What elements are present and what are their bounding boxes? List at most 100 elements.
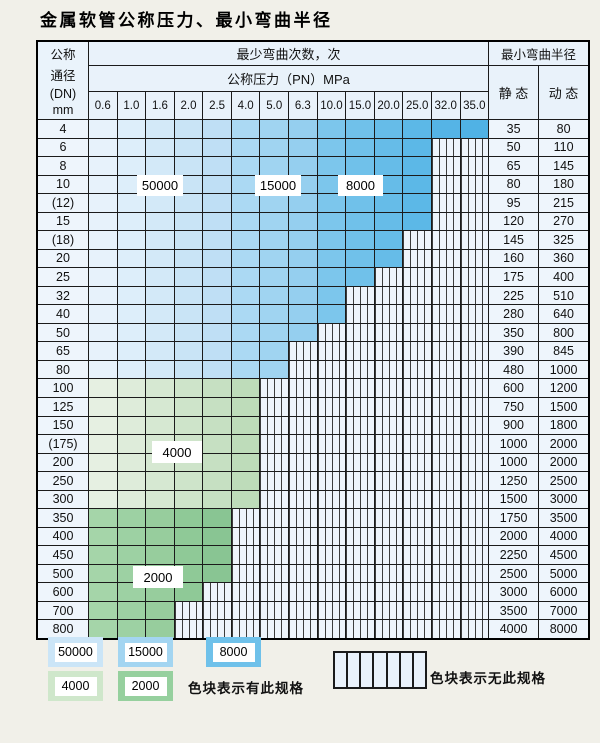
pressure-cell [174, 268, 204, 286]
pressure-cell [231, 342, 261, 360]
dn-cell: 40 [38, 305, 89, 323]
pressure-cell [117, 157, 147, 175]
pressure-cell [231, 509, 261, 527]
pressure-cell [89, 379, 118, 397]
pressure-cell [117, 120, 147, 138]
corner-line-1: 公称 [50, 48, 76, 63]
static-radius-value: 1500 [489, 490, 540, 509]
pressure-cell [89, 138, 118, 157]
pressure-cell [203, 453, 232, 472]
pressure-cell [289, 286, 318, 305]
table-row: (18) 145 325 [38, 231, 589, 250]
table-body: 4 35 80 6 50 110 8 65 145 10 80 180 (12) 95 215 15 120 27… [38, 120, 589, 638]
pressure-cell [289, 546, 318, 564]
dn-cell: 350 [38, 509, 89, 527]
pressure-cell [289, 509, 318, 527]
pressure-cell [260, 527, 290, 546]
pressure-cell [374, 157, 404, 175]
pressure-cell [174, 509, 204, 527]
pressure-cell [317, 564, 347, 583]
pressure-cell [146, 120, 175, 138]
table-row: 50 350 800 [38, 323, 589, 343]
pressure-cell [317, 397, 347, 416]
pressure-cell [117, 231, 147, 249]
pressure-cell [460, 546, 490, 564]
pressure-cell [203, 509, 232, 527]
pressure-cell [203, 194, 232, 212]
pressure-cell [260, 342, 290, 360]
pressure-cell [431, 138, 461, 157]
pressure-tick: 35.0 [463, 99, 486, 112]
pressure-tick: 25.0 [403, 92, 432, 119]
static-radius-value: 480 [489, 360, 540, 379]
pressure-cell [317, 453, 347, 472]
pressure-cell [346, 249, 375, 268]
cycle-label-4000: 4000 [152, 441, 202, 463]
pressure-cell [374, 360, 404, 379]
cycle-label-50000: 50000 [137, 175, 183, 196]
pressure-cell [317, 416, 347, 435]
pressure-cell [289, 472, 318, 490]
bend-section: 最少弯曲次数，次 公称压力（PN）MPa 0.6 1.0 1.6 2.0 2.5 4.0 5… [89, 42, 489, 119]
pressure-cell [374, 620, 404, 638]
pressure-cell [174, 120, 204, 138]
dynamic-radius-value: 360 [539, 249, 589, 268]
pressure-cell [346, 546, 375, 564]
pressure-cell [231, 231, 261, 249]
pressure-cell [431, 620, 461, 638]
pressure-cell [203, 305, 232, 323]
pressure-cell [117, 601, 147, 620]
pressure-cell [203, 472, 232, 490]
pressure-cell [460, 305, 490, 323]
pressure-cell [174, 305, 204, 323]
pressure-cell [403, 490, 432, 509]
dynamic-radius-value: 845 [539, 342, 589, 360]
dynamic-radius-value: 180 [539, 175, 589, 194]
pressure-cell [403, 546, 432, 564]
pressure-cell [460, 527, 490, 546]
pressure-cell [146, 323, 175, 342]
radius-header: 最小弯曲半径 [489, 42, 588, 66]
pressure-cell [117, 453, 147, 472]
pressure-cell [117, 305, 147, 323]
pressure-cell [89, 583, 118, 601]
static-dynamic-headers: 静 态 动 态 [489, 66, 588, 119]
pressure-cell [89, 490, 118, 509]
pressure-cell [117, 212, 147, 231]
pressure-cell [374, 268, 404, 286]
pressure-cell [317, 583, 347, 601]
pressure-cell [203, 379, 232, 397]
pressure-cell [346, 527, 375, 546]
pressure-cell [203, 490, 232, 509]
pressure-ticks: 0.6 1.0 1.6 2.0 2.5 4.0 5.0 6.3 10.0 15.0 20.0 25.0… [89, 92, 488, 119]
pressure-tick: 15.0 [346, 92, 375, 119]
dynamic-radius-value: 2500 [539, 472, 589, 490]
legend-chip-4000: 4000 [48, 671, 103, 701]
pressure-cell [231, 620, 261, 638]
table-row: 400 2000 4000 [38, 527, 589, 547]
corner-line-4: mm [52, 102, 74, 117]
pressure-cell [403, 397, 432, 416]
static-radius-value: 2000 [489, 527, 540, 546]
table-row: 80 480 1000 [38, 360, 589, 380]
bend-count-header: 最少弯曲次数，次 [89, 42, 488, 66]
dynamic-radius-value: 800 [539, 323, 589, 342]
pressure-cell [346, 490, 375, 509]
pressure-cell [231, 157, 261, 175]
pressure-cell [174, 490, 204, 509]
pressure-cell [289, 527, 318, 546]
dn-cell: 25 [38, 268, 89, 286]
pressure-cell [289, 323, 318, 342]
pressure-cell [174, 601, 204, 620]
pressure-cell [317, 138, 347, 157]
pressure-cell [231, 212, 261, 231]
pressure-cell [203, 620, 232, 638]
pressure-cell [231, 453, 261, 472]
pressure-cell [374, 527, 404, 546]
pressure-cell [289, 249, 318, 268]
pressure-cell [231, 564, 261, 583]
pressure-cell [374, 509, 404, 527]
pressure-cell [231, 138, 261, 157]
corner-line-3: (DN) [49, 86, 77, 101]
pressure-cell [431, 583, 461, 601]
